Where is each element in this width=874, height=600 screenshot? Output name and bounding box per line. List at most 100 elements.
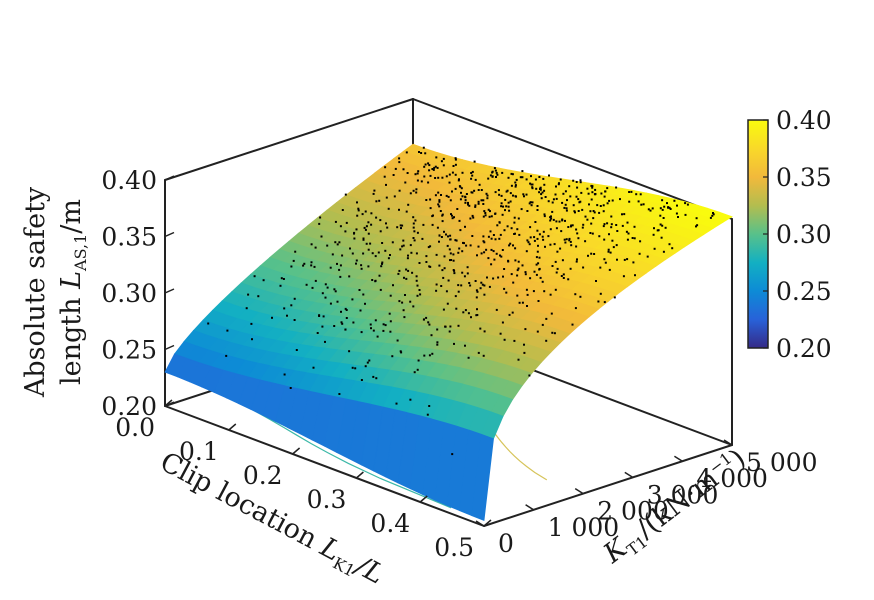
scatter-point (615, 186, 618, 189)
scatter-point (575, 181, 578, 183)
scatter-point (377, 251, 380, 254)
scatter-point (591, 191, 594, 194)
scatter-point (581, 208, 584, 211)
scatter-point (416, 284, 419, 287)
scatter-point (499, 233, 502, 236)
scatter-point (561, 259, 564, 262)
colorbar-tick-label: 0.35 (776, 163, 832, 192)
scatter-point (481, 283, 484, 286)
scatter-point (480, 199, 483, 202)
scatter-point (677, 216, 679, 218)
scatter-point (341, 209, 344, 211)
scatter-point (336, 262, 338, 265)
scatter-point (471, 235, 474, 237)
scatter-point (619, 198, 621, 201)
scatter-point (415, 252, 418, 255)
scatter-point (426, 413, 429, 416)
scatter-point (459, 198, 462, 201)
z-tick-label: 0.35 (101, 223, 157, 252)
scatter-point (356, 214, 359, 217)
x-tick-mark (292, 447, 301, 455)
scatter-point (431, 352, 434, 355)
scatter-point (631, 237, 634, 239)
scatter-point (488, 285, 491, 288)
scatter-point (621, 213, 623, 216)
scatter-point (465, 244, 468, 247)
scatter-point (541, 191, 544, 194)
scatter-point (283, 307, 286, 310)
z-tick-mark (164, 231, 175, 238)
scatter-point (402, 239, 405, 242)
scatter-point (423, 318, 425, 321)
scatter-point (480, 189, 483, 191)
scatter-point (625, 230, 628, 233)
scatter-point (499, 332, 502, 335)
scatter-point (603, 258, 606, 261)
scatter-point (543, 213, 546, 216)
scatter-point (509, 200, 512, 203)
scatter-point (517, 267, 520, 270)
scatter-point (247, 293, 250, 296)
scatter-point (345, 309, 348, 311)
scatter-point (669, 208, 672, 210)
scatter-point (470, 177, 473, 180)
scatter-point (509, 242, 512, 245)
scatter-point (391, 355, 394, 358)
scatter-point (348, 350, 351, 353)
scatter-point (360, 331, 363, 334)
scatter-point (436, 328, 439, 331)
scatter-point (615, 224, 618, 226)
scatter-point (559, 178, 562, 181)
scatter-point (544, 245, 546, 248)
scatter-point (432, 168, 435, 171)
scatter-point (334, 241, 337, 244)
scatter-point (428, 354, 431, 357)
scatter-point (556, 267, 559, 270)
scatter-point (467, 203, 469, 206)
scatter-point (434, 177, 437, 179)
scatter-point (501, 249, 504, 251)
scatter-point (353, 231, 356, 234)
scatter-point (610, 226, 613, 229)
scatter-point (365, 225, 368, 228)
scatter-point (520, 208, 523, 211)
scatter-point (528, 202, 531, 205)
scatter-point (561, 218, 564, 221)
scatter-point (554, 288, 557, 291)
scatter-point (616, 258, 618, 261)
scatter-point (529, 236, 532, 239)
scatter-point (461, 250, 464, 253)
scatter-point (521, 170, 524, 173)
scatter-point (454, 157, 457, 160)
scatter-point (474, 204, 477, 207)
scatter-point (467, 356, 470, 359)
scatter-point (351, 298, 354, 301)
scatter-point (477, 351, 480, 354)
scatter-point (442, 308, 445, 311)
scatter-point (453, 269, 456, 272)
scatter-point (348, 275, 351, 278)
scatter-point (586, 218, 589, 221)
scatter-point (684, 202, 687, 205)
scatter-point (482, 240, 485, 243)
scatter-point (505, 205, 508, 208)
scatter-point (536, 237, 539, 240)
scatter-point (555, 185, 557, 188)
scatter-point (542, 238, 545, 241)
scatter-point (391, 241, 394, 244)
scatter-point (418, 151, 420, 153)
scatter-point (372, 329, 375, 332)
scatter-point (565, 209, 568, 212)
scatter-point (487, 208, 490, 211)
scatter-point (421, 237, 424, 240)
scatter-point (461, 171, 464, 174)
scatter-point (399, 248, 402, 251)
scatter-point (339, 275, 342, 278)
scatter-point (571, 224, 574, 227)
scatter-point (571, 323, 574, 326)
scatter-point (417, 170, 420, 173)
z-tick-label: 0.20 (101, 392, 157, 421)
scatter-point (452, 253, 455, 256)
scatter-point (396, 226, 399, 229)
scatter-point (586, 187, 589, 190)
